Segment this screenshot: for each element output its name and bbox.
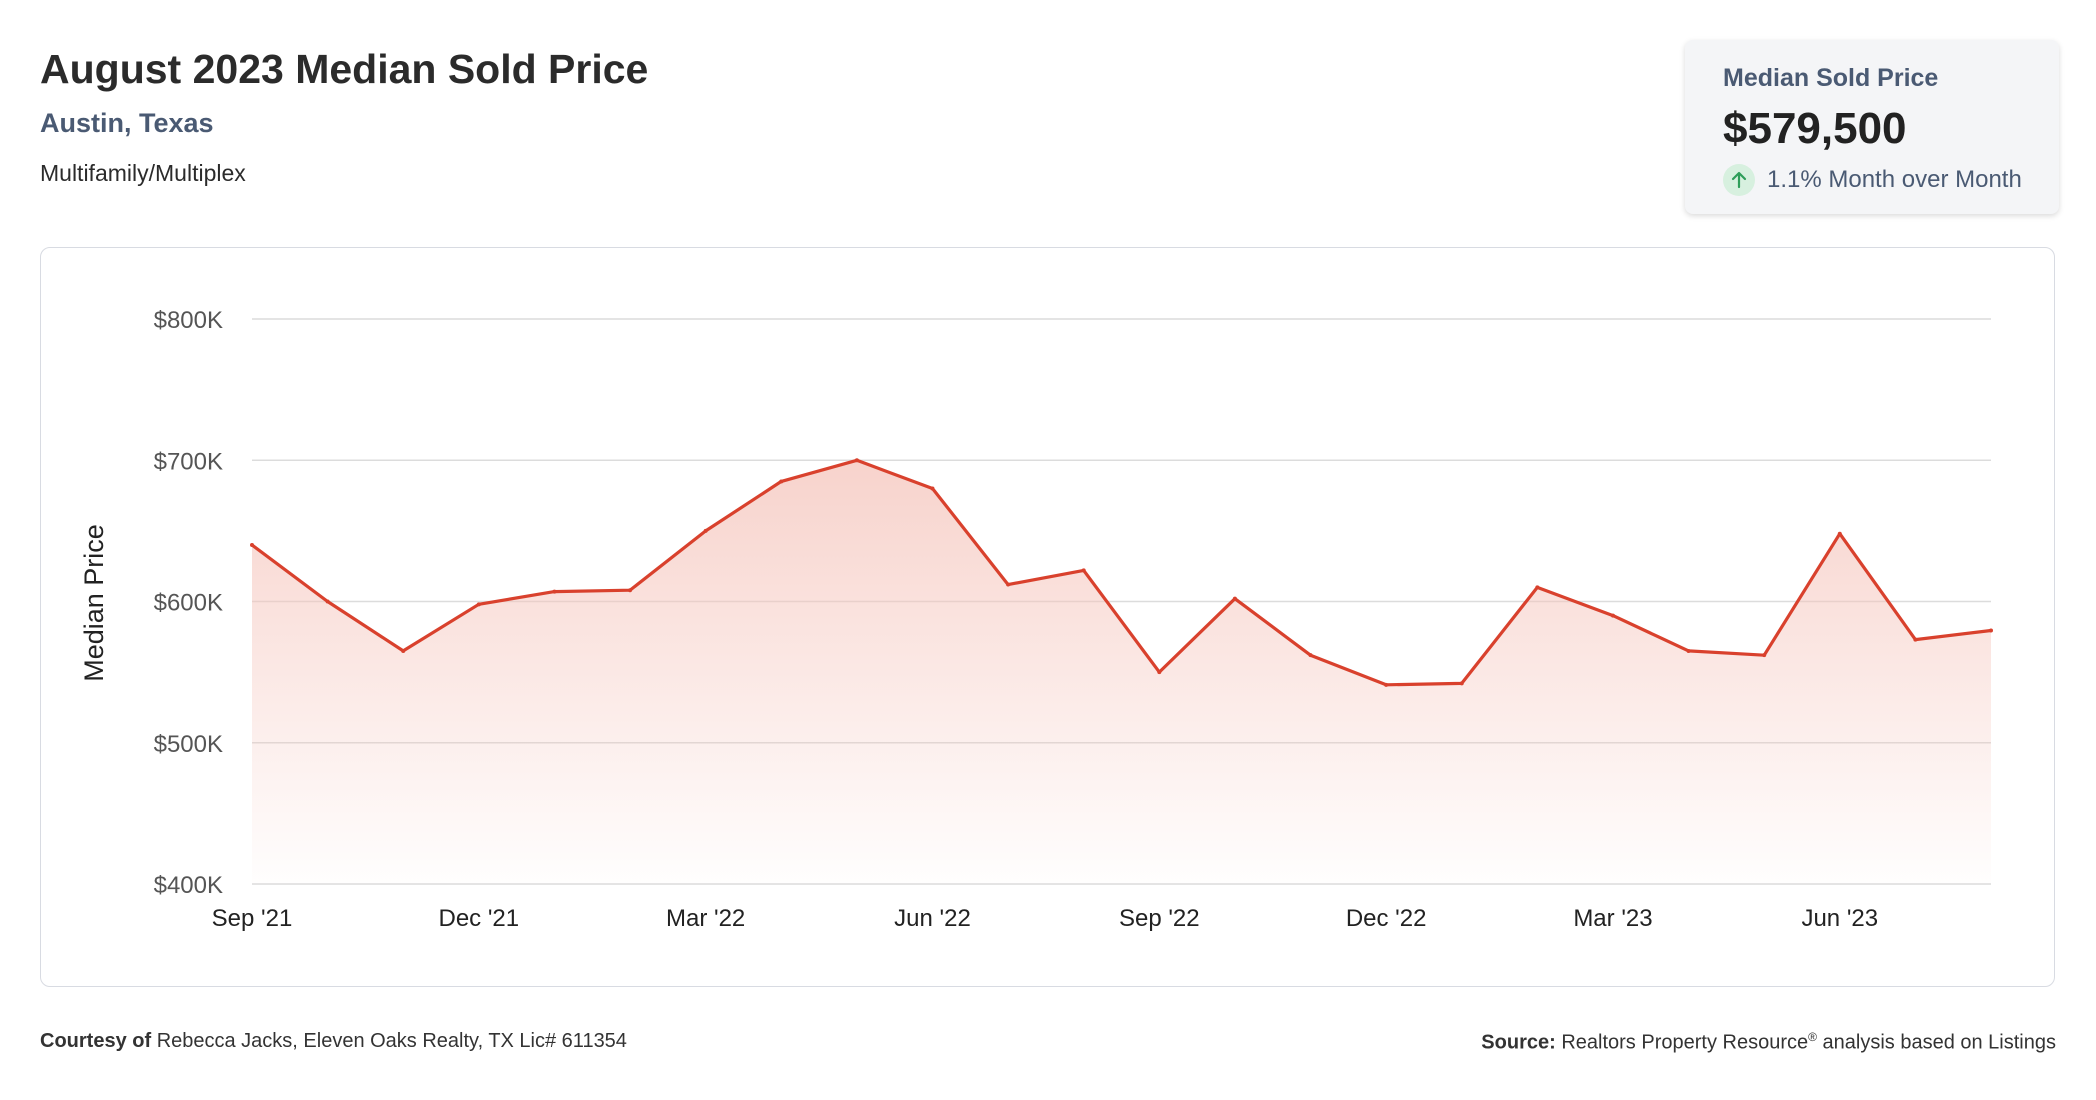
data-point[interactable] — [1686, 648, 1691, 653]
data-point[interactable] — [779, 479, 784, 484]
source-footer: Source: Realtors Property Resource® anal… — [1481, 1030, 2056, 1055]
data-point[interactable] — [1762, 653, 1767, 658]
page-title: August 2023 Median Sold Price — [40, 46, 649, 92]
y-tick-label: $600K — [154, 590, 223, 617]
median-price-chart: $400K $500K $600K $700K $800K Sep '21 Dec '21… — [79, 307, 1993, 932]
median-price-stat-card: Median Sold Price $579,500 1.1% Month ov… — [1685, 40, 2059, 214]
data-point[interactable] — [1006, 582, 1011, 587]
data-point[interactable] — [325, 599, 330, 604]
data-point[interactable] — [1308, 653, 1313, 658]
data-point[interactable] — [1459, 681, 1464, 686]
x-tick-label: Mar '23 — [1573, 905, 1652, 932]
data-point[interactable] — [1837, 531, 1842, 536]
stat-label: Median Sold Price — [1723, 64, 1939, 92]
x-tick-label: Jun '23 — [1801, 905, 1878, 932]
data-point[interactable] — [552, 589, 557, 594]
price-area-fill — [252, 460, 1991, 884]
data-point[interactable] — [401, 648, 406, 653]
data-point[interactable] — [628, 588, 633, 593]
source-label: Source: — [1481, 1031, 1556, 1054]
property-type-label: Multifamily/Multiplex — [40, 160, 246, 186]
y-tick-label: $800K — [154, 307, 223, 334]
data-point[interactable] — [703, 528, 708, 533]
data-point[interactable] — [930, 486, 935, 491]
data-point[interactable] — [1384, 682, 1389, 687]
data-point[interactable] — [476, 602, 481, 607]
registered-mark: ® — [1808, 1030, 1817, 1044]
x-tick-label: Jun '22 — [894, 905, 971, 932]
x-tick-label: Sep '21 — [212, 905, 293, 932]
stat-value: $579,500 — [1723, 104, 1907, 153]
x-tick-label: Dec '21 — [439, 905, 520, 932]
data-point[interactable] — [1610, 613, 1615, 618]
data-point[interactable] — [1989, 628, 1993, 633]
data-point[interactable] — [854, 458, 859, 463]
y-tick-label: $400K — [154, 872, 223, 899]
price-series-line — [250, 458, 1993, 687]
courtesy-footer: Courtesy of Rebecca Jacks, Eleven Oaks R… — [40, 1030, 627, 1053]
data-point[interactable] — [250, 543, 254, 547]
stat-change: 1.1% Month over Month — [1723, 164, 2022, 196]
y-axis-label: Median Price — [79, 524, 109, 682]
data-point[interactable] — [1535, 585, 1540, 590]
y-tick-label: $700K — [154, 448, 223, 475]
x-tick-label: Sep '22 — [1119, 905, 1200, 932]
data-point[interactable] — [1157, 670, 1162, 675]
y-tick-label: $500K — [154, 731, 223, 758]
courtesy-text: Rebecca Jacks, Eleven Oaks Realty, TX Li… — [156, 1030, 627, 1052]
courtesy-label: Courtesy of — [40, 1030, 152, 1052]
source-name: Realtors Property Resource — [1561, 1031, 1809, 1054]
chart-container: $400K $500K $600K $700K $800K Sep '21 Dec '21… — [40, 247, 2055, 987]
stat-change-text: 1.1% Month over Month — [1767, 166, 2022, 193]
source-text: analysis based on Listings — [1816, 1031, 2057, 1054]
data-point[interactable] — [1081, 568, 1086, 573]
x-tick-label: Mar '22 — [666, 905, 745, 932]
location-label: Austin, Texas — [40, 108, 214, 138]
arrow-up-icon — [1723, 164, 1755, 196]
x-tick-label: Dec '22 — [1346, 905, 1427, 932]
data-point[interactable] — [1232, 596, 1237, 601]
data-point[interactable] — [1913, 637, 1918, 642]
